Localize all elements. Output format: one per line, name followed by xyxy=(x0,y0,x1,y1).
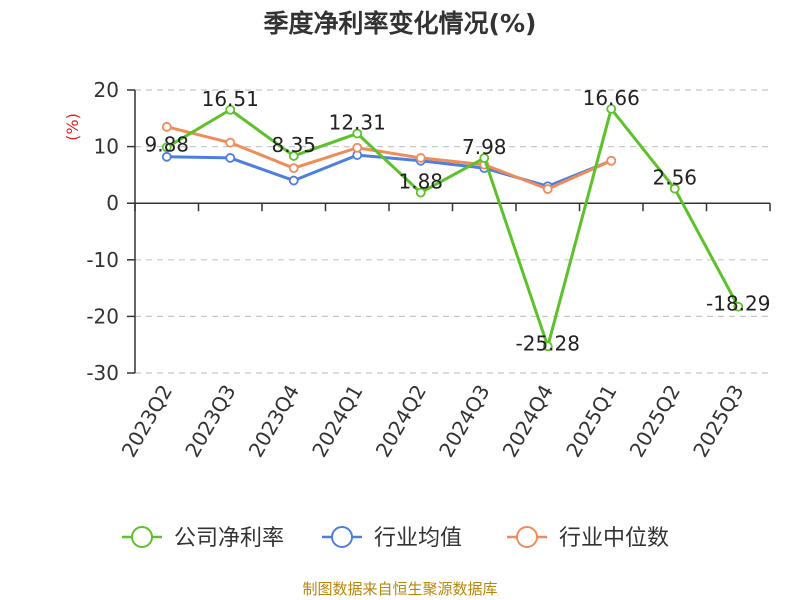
data-point xyxy=(415,153,426,163)
data-point xyxy=(415,187,426,198)
data-label: 9.88 xyxy=(144,132,189,156)
x-tick-label: 2025Q2 xyxy=(625,381,685,462)
data-point xyxy=(225,153,236,163)
legend-marker xyxy=(131,526,153,548)
x-tick-label: 2024Q2 xyxy=(371,381,431,462)
data-label: 1.88 xyxy=(398,170,443,194)
y-tick-label: -30 xyxy=(86,361,119,385)
data-point xyxy=(352,142,363,153)
series-line xyxy=(166,125,612,191)
chart-title: 季度净利率变化情况(%) xyxy=(263,9,537,38)
data-point xyxy=(733,301,744,312)
data-label: 16.66 xyxy=(583,86,640,110)
y-tick-label: 0 xyxy=(106,191,119,215)
legend-label: 公司净利率 xyxy=(174,526,284,551)
data-label: 12.31 xyxy=(329,111,386,135)
legend-marker xyxy=(331,526,353,548)
x-tick-label: 2024Q3 xyxy=(434,381,494,462)
x-tick-label: 2023Q4 xyxy=(244,381,304,462)
y-tick-label: 20 xyxy=(94,78,119,102)
x-tick-label: 2024Q1 xyxy=(307,381,367,462)
data-point xyxy=(288,163,299,174)
y-axis-label: (%) xyxy=(63,113,82,141)
data-label: 7.98 xyxy=(462,135,507,159)
x-tick-label: 2023Q2 xyxy=(117,381,177,462)
data-point xyxy=(225,137,236,148)
data-point xyxy=(161,142,172,153)
x-tick-label: 2025Q3 xyxy=(688,381,748,462)
data-label: -25.28 xyxy=(516,331,580,355)
data-source-note: 制图数据来自恒生聚源数据库 xyxy=(302,580,498,598)
x-tick-label: 2023Q3 xyxy=(180,381,240,462)
series-line xyxy=(165,105,740,352)
data-label: 16.51 xyxy=(202,87,259,111)
data-label: -18.29 xyxy=(706,292,770,316)
data-point xyxy=(161,151,172,162)
series-line xyxy=(166,153,612,188)
data-point xyxy=(288,175,299,186)
y-tick-label: -20 xyxy=(86,304,119,328)
data-point xyxy=(669,183,680,194)
data-point xyxy=(606,155,617,166)
data-point xyxy=(479,153,490,163)
data-point xyxy=(352,128,363,139)
data-point xyxy=(161,121,172,132)
data-point xyxy=(225,104,236,115)
data-point xyxy=(288,151,299,161)
y-tick-label: -10 xyxy=(86,248,119,272)
data-label: 8.35 xyxy=(271,133,316,157)
x-tick-label: 2024Q4 xyxy=(498,381,558,462)
data-label: 2.56 xyxy=(652,166,697,190)
legend-marker xyxy=(516,526,538,548)
legend-label: 行业均值 xyxy=(374,526,462,551)
x-tick-label: 2025Q1 xyxy=(561,381,621,462)
data-point xyxy=(542,184,553,194)
y-tick-label: 10 xyxy=(94,135,119,159)
legend-label: 行业中位数 xyxy=(559,526,669,551)
data-point xyxy=(606,104,617,114)
data-point xyxy=(542,341,553,352)
